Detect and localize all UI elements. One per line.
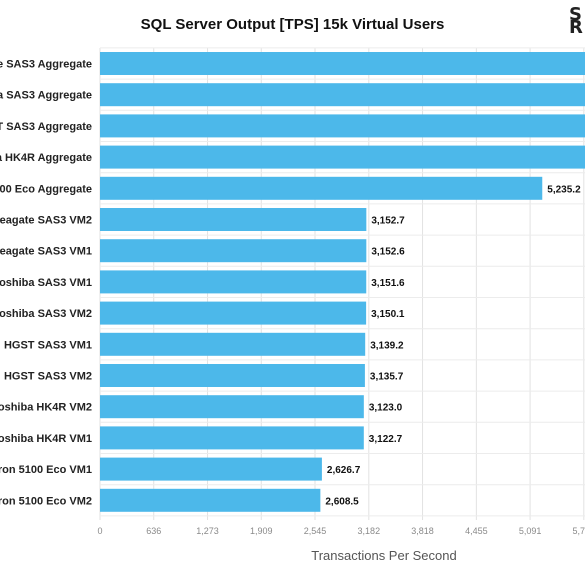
value-label: 3,123.0	[369, 403, 403, 414]
bar	[100, 114, 585, 138]
bar	[100, 426, 364, 450]
logo-letter-s: S	[569, 4, 582, 25]
x-tick-labels: 0 636 1,273 1,909 2,545 3,182 3,818 4,455 5,091 5…	[97, 526, 585, 536]
bar	[100, 176, 543, 200]
value-label: 3,122.7	[369, 434, 403, 445]
x-tick-label: 1,909	[250, 526, 273, 536]
bar	[100, 239, 367, 263]
category-label: oba SAS3 Aggregate	[0, 90, 92, 102]
category-label: Seagate SAS3 VM2	[0, 215, 92, 227]
x-tick-label: 5,727	[573, 526, 585, 536]
value-label: 3,151.6	[371, 278, 405, 289]
bar	[100, 270, 367, 294]
category-label: Toshiba SAS3 VM1	[0, 277, 92, 289]
value-label: 3,139.2	[370, 340, 404, 351]
x-tick-label: 636	[146, 526, 161, 536]
bar	[100, 145, 585, 169]
bar	[100, 364, 365, 387]
bar	[100, 52, 585, 75]
x-tick-label: 1,273	[196, 526, 219, 536]
bars	[100, 52, 585, 512]
x-tick-label: 3,182	[358, 526, 381, 536]
x-tick-label: 0	[97, 526, 102, 536]
bar	[100, 332, 366, 356]
category-label: cron 5100 Eco VM1	[0, 464, 92, 476]
x-tick-label: 4,455	[465, 526, 488, 536]
value-label: 3,152.7	[371, 216, 405, 227]
logo-letter-r: R	[569, 17, 583, 38]
x-tick-label: 5,091	[519, 526, 542, 536]
category-label: a HK4R Aggregate	[0, 152, 92, 164]
category-label: Seagate SAS3 VM1	[0, 246, 92, 258]
x-tick-label: 2,545	[304, 526, 327, 536]
bar	[100, 395, 364, 419]
bar	[100, 208, 367, 231]
category-label: Toshiba HK4R VM2	[0, 402, 92, 414]
bar	[100, 457, 322, 481]
value-label: 3,150.1	[371, 309, 405, 320]
value-labels: 5,235.2 3,152.7 3,152.6 3,151.6 3,150.1 3,139…	[325, 184, 581, 507]
chart-title: SQL Server Output [TPS] 15k Virtual User…	[140, 16, 445, 33]
category-labels: gate SAS3 Aggregate oba SAS3 Aggregate HGS…	[0, 59, 92, 508]
bar	[100, 488, 321, 512]
category-label: 100 Eco Aggregate	[0, 183, 92, 195]
category-label: Toshiba HK4R VM1	[0, 433, 92, 445]
category-label: HGST SAS3 VM1	[4, 339, 92, 351]
category-label: HGST SAS3 Aggregate	[0, 121, 92, 133]
category-label: HGST SAS3 VM2	[4, 371, 92, 383]
x-tick-label: 3,818	[411, 526, 434, 536]
value-label: 2,626.7	[327, 465, 361, 476]
bar	[100, 83, 585, 107]
value-label: 5,235.2	[547, 184, 581, 195]
value-label: 3,152.6	[371, 247, 405, 258]
value-label: 2,608.5	[325, 496, 359, 507]
category-label: gate SAS3 Aggregate	[0, 59, 92, 71]
value-label: 3,135.7	[370, 372, 404, 383]
x-axis-title: Transactions Per Second	[311, 548, 456, 563]
bar	[100, 301, 367, 325]
category-label: cron 5100 Eco VM2	[0, 495, 92, 507]
category-label: Toshiba SAS3 VM2	[0, 308, 92, 320]
